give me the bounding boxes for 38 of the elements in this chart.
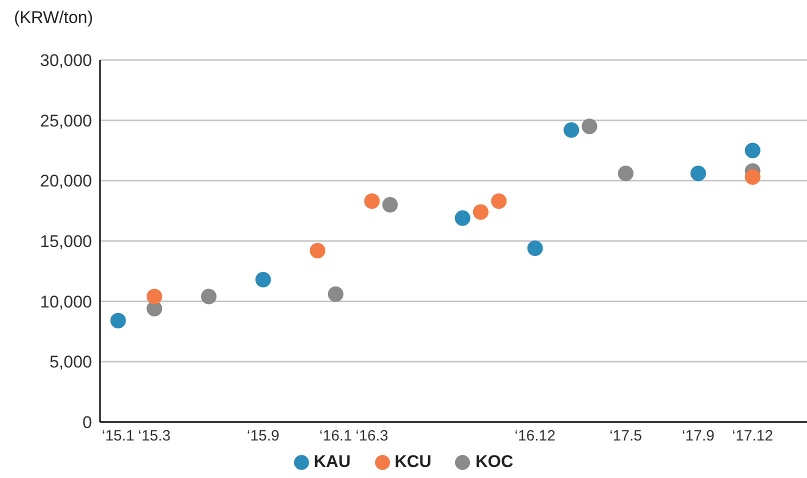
y-tick-label: 10,000 xyxy=(40,292,92,312)
y-tick-label: 0 xyxy=(82,413,92,432)
x-tick-label: ‘16.12 xyxy=(514,428,556,445)
point xyxy=(690,166,706,182)
point xyxy=(454,210,470,226)
point xyxy=(364,193,380,209)
legend-label: KOC xyxy=(475,452,514,472)
point xyxy=(744,142,760,158)
y-tick-label: 5,000 xyxy=(49,352,92,372)
y-tick-label: 20,000 xyxy=(40,172,92,191)
legend-label: KCU xyxy=(394,452,432,472)
point xyxy=(744,169,760,185)
x-tick-label: ‘15.3 xyxy=(138,428,171,445)
point xyxy=(310,242,326,258)
point xyxy=(146,288,162,304)
point xyxy=(564,122,580,138)
point xyxy=(527,240,543,256)
point xyxy=(110,312,126,328)
point xyxy=(618,166,634,182)
y-tick-label: 15,000 xyxy=(40,232,92,252)
x-tick-label: ‘17.12 xyxy=(732,428,774,445)
x-tick-label: ‘17.5 xyxy=(609,428,642,445)
x-tick-label: ‘16.1 xyxy=(319,428,352,445)
y-tick-label: 25,000 xyxy=(40,111,92,130)
point xyxy=(255,272,271,288)
point xyxy=(582,118,598,134)
point xyxy=(472,204,488,220)
point xyxy=(382,197,398,213)
point xyxy=(491,193,507,209)
x-tick-label: ‘16.3 xyxy=(356,428,388,445)
x-tick-label: ‘15.9 xyxy=(246,428,280,445)
point xyxy=(200,288,217,304)
y-tick-label: 30,000 xyxy=(40,51,92,70)
legend-label: KAU xyxy=(314,452,351,472)
x-tick-label: ‘17.9 xyxy=(682,428,714,445)
point xyxy=(328,286,344,302)
x-tick-label: ‘15.1 xyxy=(102,428,134,445)
y-axis-title: (KRW/ton) xyxy=(14,8,94,28)
